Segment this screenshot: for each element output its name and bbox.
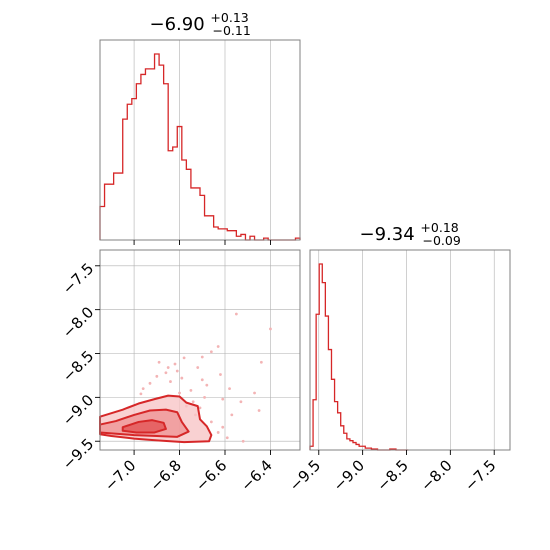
- scatter-point: [257, 409, 261, 412]
- scatter-point: [139, 392, 143, 396]
- scatter-point: [157, 360, 161, 364]
- scatter-point: [180, 376, 184, 380]
- ticks-joint: [95, 265, 271, 455]
- title-param-1-minus: −0.11: [212, 23, 250, 38]
- contour-inner: [121, 419, 167, 434]
- scatter-point: [228, 387, 231, 390]
- scatter-point: [225, 436, 229, 440]
- scatter-point: [191, 400, 195, 404]
- y-tick-labels-joint: −7.5 −8.0 −8.5 −9.0 −9.5: [59, 259, 97, 473]
- scatter-point: [221, 397, 225, 401]
- x-tick-labels-param-2: −9.5 −9.0 −8.5 −8.0 −7.5: [286, 456, 500, 494]
- frame-param-2: [309, 249, 511, 451]
- scatter-point: [205, 383, 209, 387]
- scatter-point: [200, 378, 204, 382]
- density-contours: [99, 394, 213, 444]
- panel-marginal-param-1: −6.90 +0.13 −0.11: [99, 6, 301, 245]
- grid-param-2: [318, 250, 495, 450]
- x-tick-label: −6.4: [237, 456, 275, 494]
- x-tick-label: −7.0: [101, 456, 139, 494]
- scatter-point: [253, 391, 256, 395]
- x-tick-label: −9.5: [286, 456, 324, 494]
- scatter-point: [216, 431, 220, 434]
- y-tick-label: −7.5: [59, 259, 97, 297]
- title-param-1: −6.90 +0.13 −0.11: [150, 6, 255, 38]
- scatter-point: [196, 366, 200, 369]
- scatter-point: [216, 345, 220, 348]
- frame-joint: [99, 249, 301, 451]
- y-tick-label: −9.0: [59, 391, 97, 429]
- scatter-point: [175, 369, 179, 373]
- scatter-point: [164, 371, 168, 375]
- grid-param-1: [133, 40, 271, 240]
- scatter-point: [198, 406, 202, 410]
- x-tick-label: −6.8: [146, 456, 184, 494]
- y-tick-label: −8.5: [59, 347, 97, 385]
- title-param-2-minus: −0.09: [422, 233, 460, 248]
- scatter-point: [234, 312, 238, 316]
- scatter-point: [241, 439, 245, 443]
- scatter-point: [148, 381, 152, 385]
- x-tick-label: −6.6: [192, 456, 230, 494]
- scatter-point: [259, 360, 263, 364]
- scatter-point: [209, 350, 213, 354]
- scatter-point: [166, 366, 170, 369]
- panel-marginal-param-2: −9.5 −9.0 −8.5 −8.0 −7.5 −9.34 +0.18 −0.09: [286, 216, 511, 495]
- scatter-point: [141, 387, 145, 390]
- x-tick-label: −8.0: [417, 456, 455, 494]
- scatter-point: [209, 420, 213, 424]
- title-param-2-median: −9.34: [360, 224, 415, 245]
- x-tick-labels-joint: −7.0 −6.8 −6.6 −6.4: [101, 456, 276, 494]
- title-param-2-plus: +0.18: [420, 220, 458, 235]
- scatter-point: [269, 327, 272, 331]
- scatter-point: [189, 388, 193, 392]
- ticks-param-2: [318, 450, 495, 455]
- x-tick-label: −9.0: [330, 456, 368, 494]
- y-tick-label: −9.5: [59, 435, 97, 473]
- scatter-point: [219, 373, 222, 376]
- scatter-point: [230, 413, 234, 417]
- y-tick-label: −8.0: [59, 303, 97, 341]
- title-param-1-median: −6.90: [150, 14, 205, 35]
- scatter-point: [239, 400, 243, 404]
- scatter-point: [155, 374, 159, 378]
- histogram-param-1: [99, 53, 301, 241]
- scatter-point: [178, 391, 181, 395]
- title-param-2: −9.34 +0.18 −0.09: [360, 216, 465, 248]
- scatter-point: [169, 380, 172, 383]
- scatter-points: [139, 312, 272, 443]
- scatter-point: [173, 362, 177, 366]
- scatter-point: [221, 425, 225, 429]
- x-tick-label: −8.5: [373, 456, 411, 494]
- histogram-param-2: [309, 263, 409, 451]
- title-param-1-plus: +0.13: [210, 10, 248, 25]
- scatter-point: [200, 355, 204, 359]
- x-tick-label: −7.5: [461, 456, 499, 494]
- panel-joint: −7.0 −6.8 −6.6 −6.4 −7.5 −8.0 −8.5 −9.0 −9.5: [59, 249, 301, 495]
- scatter-point: [182, 356, 186, 360]
- ticks-param-1: [133, 240, 271, 245]
- scatter-point: [203, 395, 206, 399]
- frame-param-1: [99, 39, 301, 241]
